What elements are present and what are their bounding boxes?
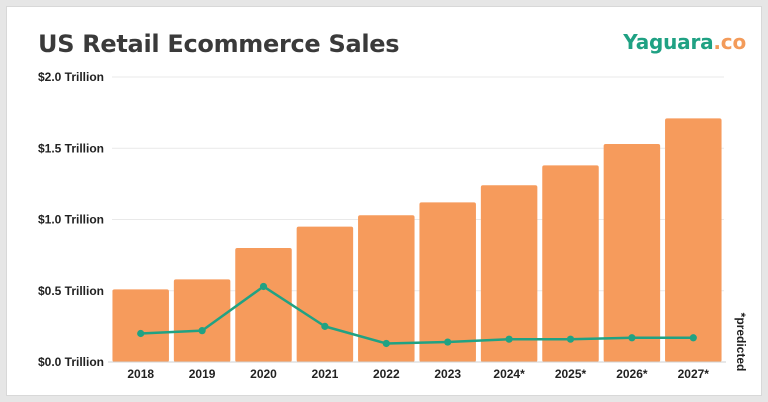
bar — [542, 165, 599, 362]
line-point — [689, 334, 697, 342]
x-tick-label: 2019 — [189, 367, 216, 381]
x-tick-label: 2021 — [312, 367, 339, 381]
bar — [603, 143, 661, 362]
x-tick-label: 2027* — [678, 367, 710, 381]
y-tick-label: $2.0 Trillion — [38, 70, 104, 84]
line-point — [628, 334, 636, 342]
bar — [235, 248, 292, 362]
x-tick-label: 2018 — [127, 367, 154, 381]
brand-name: Yaguara — [623, 30, 714, 54]
y-tick-label: $0.0 Trillion — [38, 355, 104, 369]
brand-tld: .co — [713, 30, 746, 54]
line-point — [321, 322, 329, 330]
y-tick-label: $0.5 Trillion — [38, 284, 104, 298]
x-tick-label: 2023 — [434, 367, 461, 381]
line-point — [382, 339, 390, 348]
x-tick-label: 2026* — [616, 367, 648, 381]
bar — [358, 215, 415, 362]
bar — [419, 202, 476, 362]
line-point — [198, 327, 206, 335]
x-tick-label: 2022 — [373, 367, 400, 381]
x-tick-label: 2025* — [555, 367, 587, 381]
line-point — [137, 329, 145, 338]
y-tick-label: $1.0 Trillion — [38, 213, 104, 227]
line-point — [259, 282, 268, 291]
line-point — [566, 335, 575, 343]
bar — [480, 185, 538, 362]
line-point — [505, 335, 513, 343]
bar — [296, 226, 354, 362]
page-title: US Retail Ecommerce Sales — [38, 30, 400, 58]
x-tick-label: 2020 — [250, 367, 277, 381]
bar — [112, 289, 169, 362]
series-line — [140, 285, 694, 345]
bar — [665, 118, 722, 362]
brand-logo: Yaguara.co — [623, 30, 746, 54]
line-point — [444, 338, 452, 346]
x-tick-label: 2024* — [493, 367, 525, 381]
y-tick-label: $1.5 Trillion — [38, 141, 104, 155]
bar — [173, 279, 231, 362]
predicted-note: *predicted — [734, 313, 748, 372]
